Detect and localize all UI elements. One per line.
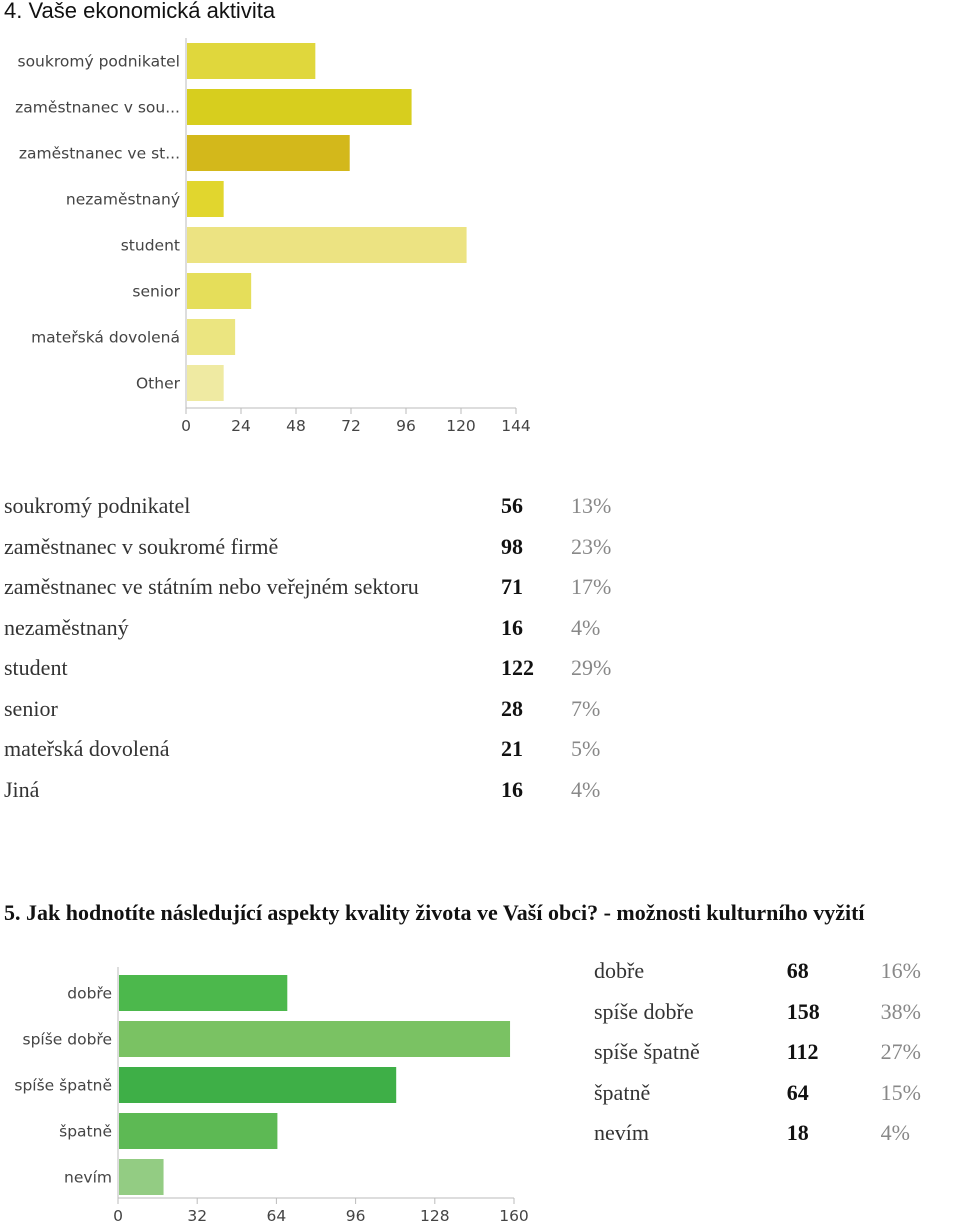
bar bbox=[119, 1067, 397, 1103]
stats-label: zaměstnanec ve státním nebo veřejném sek… bbox=[4, 574, 419, 600]
stats-count: 71 bbox=[501, 574, 523, 600]
stats-label: zaměstnanec v soukromé firmě bbox=[4, 533, 279, 559]
category-label: nezaměstnaný bbox=[66, 191, 180, 209]
q5-bar-chart: dobře spíše dobře spíše špatně špatně nevím 0… bbox=[14, 967, 529, 1225]
bar bbox=[187, 365, 224, 401]
category-label: Other bbox=[136, 375, 181, 393]
stats-percent: 4% bbox=[571, 614, 601, 640]
stats-label: nevím bbox=[594, 1120, 649, 1146]
stats-percent: 29% bbox=[571, 655, 612, 681]
stats-percent: 13% bbox=[571, 493, 612, 519]
q5-stats-table: dobře 68 16% spíše dobře 158 38% spíše špatně 1… bbox=[594, 951, 960, 1154]
stats-percent: 7% bbox=[571, 695, 601, 721]
stats-label: mateřská dovolená bbox=[4, 736, 170, 762]
x-tick-label: 160 bbox=[499, 1207, 529, 1225]
stats-row: nezaměstnaný 16 4% bbox=[4, 608, 651, 649]
bar bbox=[187, 135, 350, 171]
stats-row: student 122 29% bbox=[4, 648, 651, 689]
stats-label: dobře bbox=[594, 958, 645, 984]
stats-row: soukromý podnikatel 56 13% bbox=[4, 486, 651, 527]
x-tick-label: 128 bbox=[420, 1207, 450, 1225]
stats-label: senior bbox=[4, 695, 58, 721]
x-tick-label: 24 bbox=[231, 417, 251, 435]
stats-count: 16 bbox=[501, 776, 523, 802]
stats-count: 98 bbox=[501, 533, 523, 559]
x-tick-label: 32 bbox=[187, 1207, 207, 1225]
stats-count: 64 bbox=[786, 1079, 809, 1105]
category-label: nevím bbox=[64, 1169, 112, 1187]
category-label: spíše špatně bbox=[14, 1077, 112, 1095]
stats-label: spíše dobře bbox=[594, 998, 694, 1024]
q4-stats-table: soukromý podnikatel 56 13% zaměstnanec v so… bbox=[4, 486, 651, 810]
stats-count: 158 bbox=[786, 998, 820, 1024]
category-label: zaměstnanec ve st... bbox=[19, 145, 180, 163]
stats-label: špatně bbox=[594, 1079, 651, 1105]
bar bbox=[119, 975, 288, 1011]
category-label: senior bbox=[132, 283, 180, 301]
x-tick-label: 72 bbox=[341, 417, 361, 435]
stats-row: špatně 64 15% bbox=[594, 1073, 960, 1114]
bar bbox=[187, 319, 236, 355]
stats-count: 68 bbox=[786, 958, 809, 984]
stats-percent: 4% bbox=[571, 776, 601, 802]
bar bbox=[187, 227, 467, 263]
stats-percent: 15% bbox=[880, 1079, 921, 1105]
x-tick-label: 96 bbox=[346, 1207, 366, 1225]
bar bbox=[187, 89, 412, 125]
stats-count: 28 bbox=[501, 695, 523, 721]
stats-row: mateřská dovolená 21 5% bbox=[4, 729, 651, 770]
stats-count: 56 bbox=[501, 493, 523, 519]
bar bbox=[187, 43, 316, 79]
stats-label: Jiná bbox=[4, 776, 40, 802]
bar bbox=[119, 1113, 278, 1149]
q5-title: 5. Jak hodnotíte následující aspekty kva… bbox=[4, 900, 865, 925]
bar bbox=[119, 1021, 511, 1057]
category-label: špatně bbox=[59, 1123, 112, 1141]
stats-label: student bbox=[4, 655, 68, 681]
category-label: dobře bbox=[67, 985, 112, 1003]
stats-percent: 16% bbox=[880, 958, 921, 984]
bar bbox=[187, 273, 252, 309]
stats-percent: 27% bbox=[880, 1039, 921, 1065]
stats-label: spíše špatně bbox=[594, 1039, 700, 1065]
stats-label: soukromý podnikatel bbox=[4, 493, 191, 519]
stats-row: senior 28 7% bbox=[4, 689, 651, 730]
x-tick-label: 0 bbox=[113, 1207, 123, 1225]
x-tick-label: 0 bbox=[181, 417, 191, 435]
bar bbox=[119, 1159, 164, 1195]
stats-count: 112 bbox=[786, 1039, 819, 1065]
x-tick-label: 120 bbox=[446, 417, 476, 435]
stats-count: 16 bbox=[501, 614, 523, 640]
stats-row: dobře 68 16% bbox=[594, 951, 960, 992]
stats-count: 18 bbox=[786, 1120, 809, 1146]
stats-row: spíše špatně 112 27% bbox=[594, 1032, 960, 1073]
bar bbox=[187, 181, 224, 217]
stats-row: zaměstnanec ve státním nebo veřejném sek… bbox=[4, 567, 651, 608]
stats-label: nezaměstnaný bbox=[4, 614, 129, 640]
x-tick-label: 64 bbox=[267, 1207, 287, 1225]
stats-row: spíše dobře 158 38% bbox=[594, 992, 960, 1033]
stats-count: 21 bbox=[501, 736, 523, 762]
q4-bar-chart: soukromý podnikatel zaměstnanec v sou... z… bbox=[15, 38, 531, 435]
stats-row: zaměstnanec v soukromé firmě 98 23% bbox=[4, 527, 651, 568]
stats-percent: 38% bbox=[880, 998, 921, 1024]
category-label: zaměstnanec v sou... bbox=[15, 99, 180, 117]
category-label: mateřská dovolená bbox=[31, 329, 180, 347]
stats-count: 122 bbox=[501, 655, 534, 681]
category-label: spíše dobře bbox=[23, 1031, 113, 1049]
q4-title: 4. Vaše ekonomická aktivita bbox=[4, 0, 276, 23]
x-tick-label: 48 bbox=[286, 417, 306, 435]
stats-percent: 4% bbox=[880, 1120, 910, 1146]
x-tick-label: 144 bbox=[501, 417, 531, 435]
category-label: soukromý podnikatel bbox=[18, 53, 181, 71]
stats-row: Jiná 16 4% bbox=[4, 770, 651, 811]
stats-row: nevím 18 4% bbox=[594, 1113, 960, 1154]
stats-percent: 5% bbox=[571, 736, 601, 762]
stats-percent: 17% bbox=[571, 574, 612, 600]
category-label: student bbox=[121, 237, 180, 255]
x-tick-label: 96 bbox=[396, 417, 416, 435]
stats-percent: 23% bbox=[571, 533, 612, 559]
